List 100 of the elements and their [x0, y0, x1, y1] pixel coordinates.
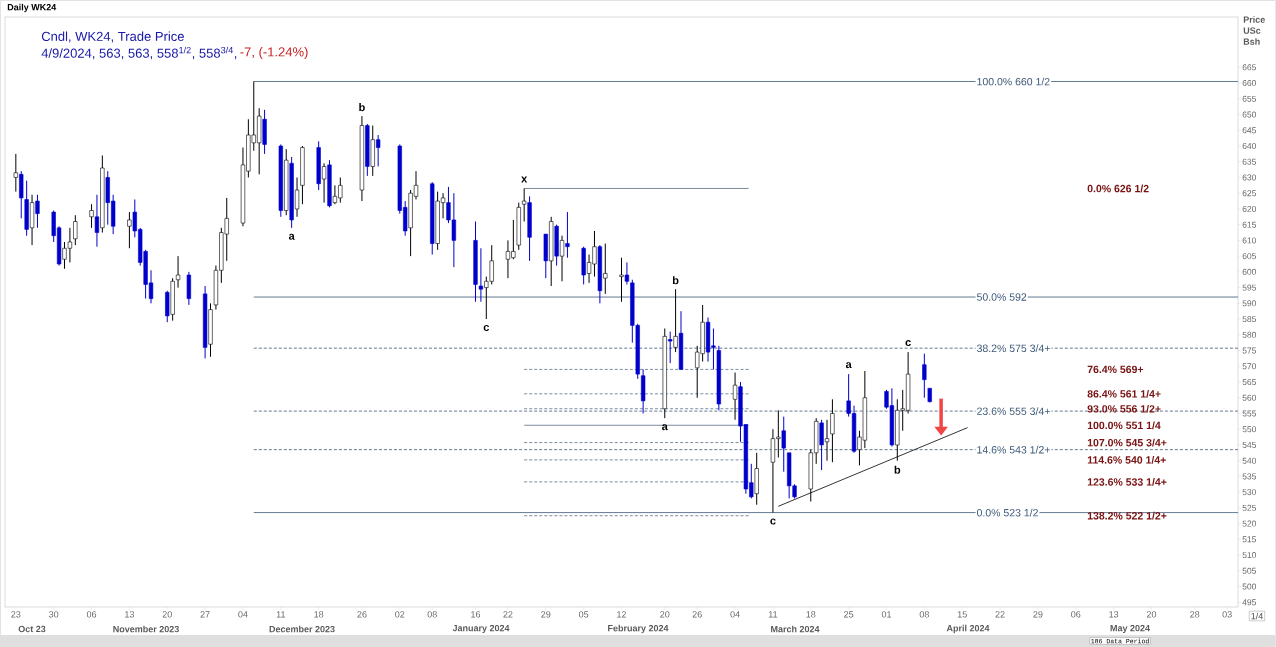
chart-title: Daily WK24	[7, 3, 57, 13]
x-tick-label: 02	[395, 611, 405, 618]
x-tick-label: 15	[957, 611, 967, 618]
text: March 2024	[771, 625, 820, 633]
y-tick-label: 660	[1242, 80, 1257, 87]
y-tick-label: 595	[1242, 284, 1257, 291]
y-tick-label: 555	[1242, 410, 1257, 417]
text: February 2024	[608, 624, 669, 634]
annotation: b	[359, 103, 365, 112]
y-tick-label: 520	[1242, 520, 1257, 527]
y-tick-label: 620	[1242, 205, 1257, 212]
text: April 2024	[946, 624, 990, 634]
y-tick-label: 535	[1242, 473, 1257, 480]
y-tick-label: 590	[1242, 300, 1257, 307]
x-tick-label: 29	[1033, 611, 1043, 618]
annotation: a	[662, 424, 668, 431]
annotation: a	[845, 362, 852, 369]
x-tick-label: 05	[578, 611, 589, 618]
x-tick-label: 29	[541, 611, 551, 618]
x-tick-label: 11	[276, 611, 286, 618]
y-tick-label: 630	[1242, 174, 1257, 181]
y-tick-label: 625	[1242, 190, 1257, 197]
y-tick-label: 665	[1242, 64, 1257, 71]
y-tick-label: 585	[1242, 316, 1257, 323]
text: 1/4	[1251, 612, 1263, 620]
annotation: b	[672, 276, 679, 285]
annotation: c	[483, 325, 490, 332]
y-tick-label: 650	[1242, 111, 1257, 118]
text: Cndl, WK24, Trade Price	[41, 31, 184, 43]
x-tick-label: 22	[995, 611, 1005, 618]
x-tick-label: 12	[617, 611, 627, 618]
x-tick-label: 11	[768, 611, 778, 618]
x-tick-label: 06	[86, 611, 97, 618]
x-tick-label: 01	[881, 611, 892, 618]
series-label: 38.2% 575 3/4+	[976, 344, 1050, 353]
x-tick-label: 04	[730, 611, 740, 618]
annotation: 138.2% 522 1/2+	[1087, 511, 1167, 520]
y-tick-label: 560	[1242, 394, 1257, 401]
y-tick-label: 605	[1242, 253, 1257, 260]
text: November 2023	[113, 625, 179, 633]
y-tick-label: 600	[1242, 268, 1257, 275]
x-tick-label: 30	[49, 611, 59, 618]
annotation: 93.0% 556 1/2+	[1087, 404, 1161, 413]
x-tick-label: 23	[11, 611, 21, 618]
y-tick-label: 565	[1242, 379, 1257, 385]
y-tick-label: 635	[1242, 158, 1257, 165]
annotation: 100.0% 551 1/4	[1087, 421, 1161, 430]
annotation: 4/9/2024, 563, 563, 558$^{1/2}$, 558$^{3/4}$,	[41, 46, 237, 60]
annotation: 114.6% 540 1/4+	[1087, 455, 1166, 464]
y-tick-label: 580	[1242, 331, 1257, 338]
annotation: 0.0% 626 1/2	[1087, 184, 1149, 193]
x-tick-label: 06	[1071, 611, 1081, 618]
series-label: 100.0% 660 1/2	[977, 77, 1050, 86]
y-tick-label: 505	[1242, 567, 1257, 574]
annotation: 76.4% 569+	[1087, 365, 1144, 374]
x-tick-label: 25	[844, 611, 854, 618]
annotation: b	[894, 465, 901, 474]
y-tick-label: 525	[1242, 504, 1257, 511]
y-tick-label: 515	[1242, 536, 1257, 543]
y-tick-label: 610	[1242, 237, 1257, 244]
x-tick-label: 20	[660, 611, 670, 618]
annotation: 86.4% 561 1/4+	[1087, 389, 1161, 398]
y-tick-label: 640	[1242, 143, 1257, 150]
x-tick-label: 22	[503, 611, 513, 618]
text: December 2023	[269, 625, 335, 633]
x-tick-label: 13	[125, 611, 134, 618]
y-tick-label: 495	[1242, 599, 1257, 606]
annotation: 107.0% 545 3/4+	[1087, 438, 1167, 447]
x-tick-label: 03	[1222, 611, 1232, 618]
y-tick-label: 510	[1242, 552, 1257, 559]
y-tick-label: 570	[1242, 363, 1257, 370]
x-tick-label: 08	[919, 611, 929, 618]
y-axis-title: Price USc Bsh	[1243, 16, 1265, 45]
y-tick-label: 540	[1242, 457, 1257, 464]
series-label: 0.0% 523 1/2	[976, 508, 1038, 517]
y-tick-label: 615	[1242, 221, 1257, 228]
y-tick-label: 500	[1242, 583, 1257, 590]
x-tick-label: 20	[1146, 611, 1157, 618]
series-label: 14.6% 543 1/2+	[977, 445, 1050, 454]
x-tick-label: 13	[1109, 611, 1119, 618]
x-tick-label: 04	[238, 611, 248, 618]
x-tick-label: 27	[200, 611, 210, 618]
x-tick-label: 08	[427, 611, 437, 618]
text: January 2024	[452, 624, 510, 634]
text: May 2024	[1110, 624, 1150, 634]
annotation: -7, (-1.24%)	[240, 46, 308, 60]
annotation: c	[905, 340, 911, 347]
annotation: c	[770, 518, 776, 525]
x-tick-label: 18	[806, 611, 816, 618]
y-tick-label: 550	[1242, 426, 1257, 433]
annotation: 123.6% 533 1/4+	[1087, 477, 1167, 486]
annotation: a	[288, 233, 295, 240]
y-tick-label: 530	[1242, 489, 1257, 496]
y-tick-label: 545	[1242, 441, 1257, 448]
annotation: x	[521, 176, 528, 183]
x-tick-label: 18	[314, 611, 324, 618]
series-label: 23.6% 555 3/4+	[977, 407, 1050, 415]
x-tick-label: 28	[1190, 611, 1200, 618]
series-label: 50.0% 592	[977, 293, 1027, 301]
x-tick-label: 16	[471, 611, 481, 618]
